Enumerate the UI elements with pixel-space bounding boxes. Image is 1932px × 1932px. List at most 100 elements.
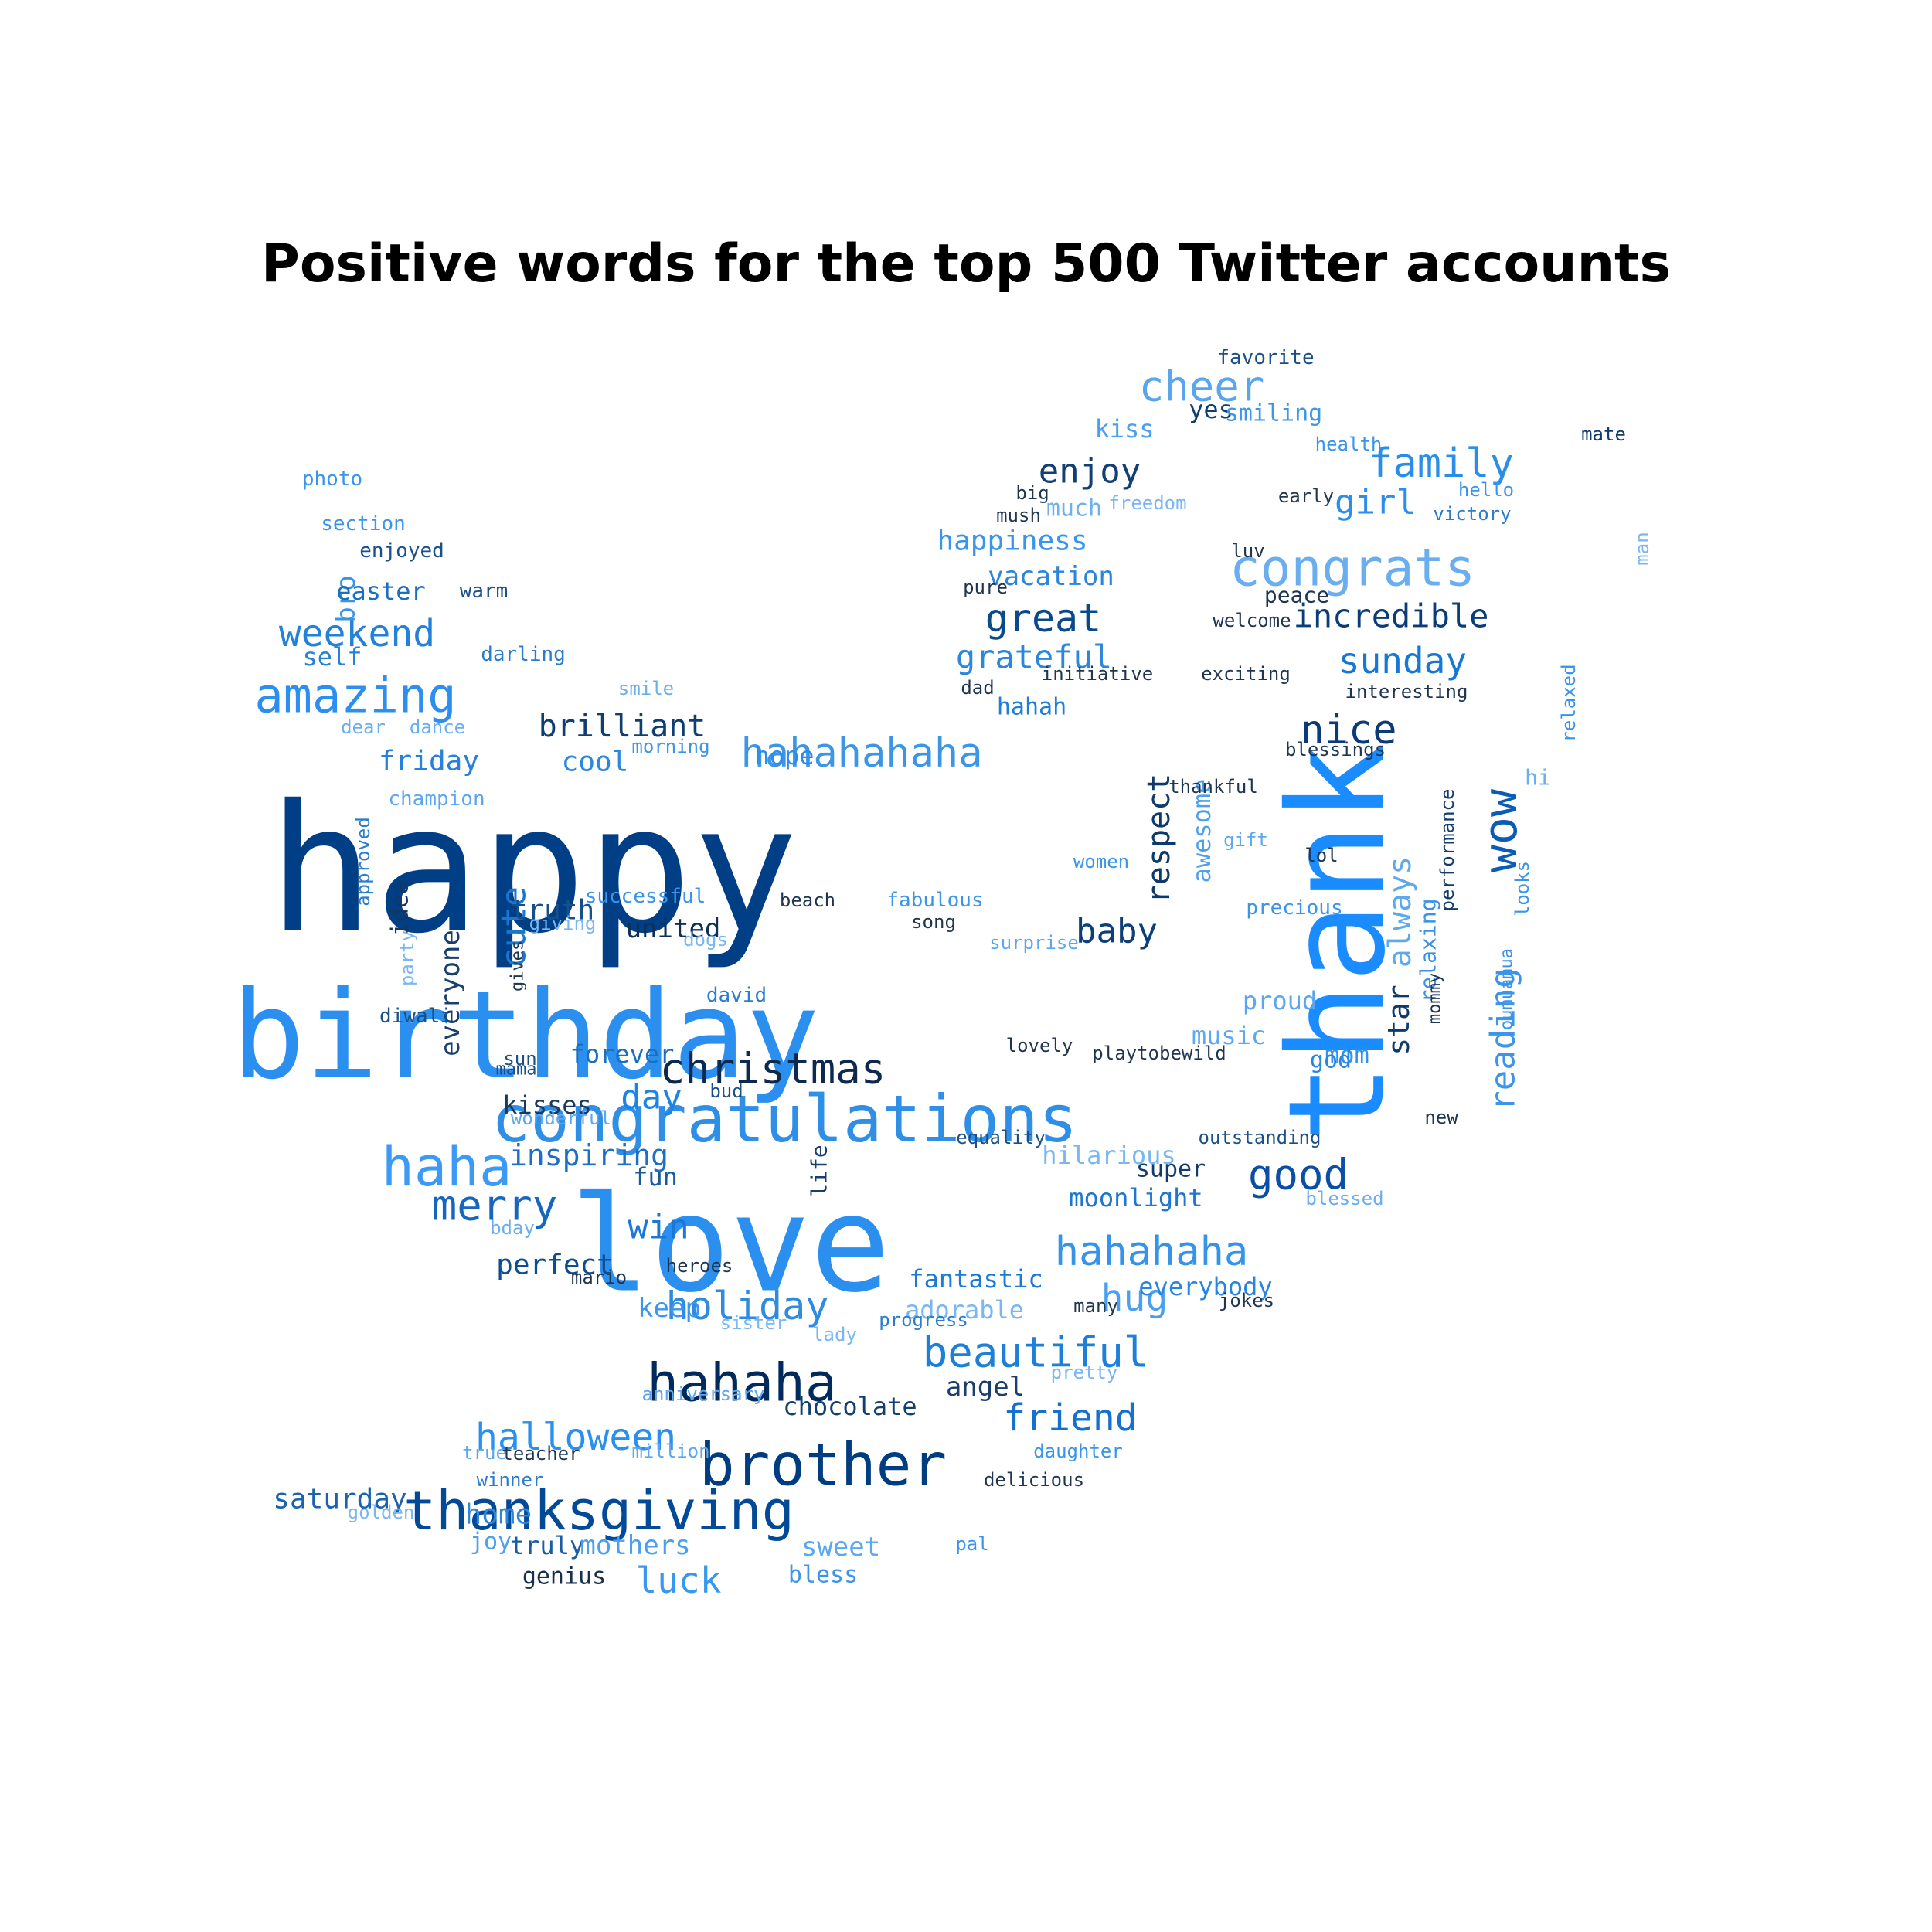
word-united: united	[626, 913, 721, 944]
word-weekend: weekend	[279, 612, 435, 655]
word-mario: mario	[571, 1267, 627, 1288]
word-mate: mate	[1581, 423, 1626, 445]
word-yes: yes	[1189, 395, 1233, 424]
word-friend: friend	[1003, 1396, 1137, 1440]
word-pal: pal	[955, 1533, 988, 1555]
word-sweet: sweet	[801, 1532, 880, 1563]
word-reading: reading	[1484, 968, 1523, 1111]
word-surprise: surprise	[989, 932, 1079, 954]
word-lady: lady	[812, 1324, 857, 1345]
word-bday: bday	[490, 1217, 535, 1239]
word-hahah: hahah	[997, 694, 1066, 721]
word-women: women	[1073, 851, 1129, 872]
word-everyone: everyone	[435, 930, 466, 1056]
word-welcome: welcome	[1213, 610, 1291, 631]
word-exciting: exciting	[1201, 663, 1291, 685]
word-david: david	[706, 984, 767, 1007]
word-smile: smile	[618, 678, 674, 699]
word-hope: hope	[754, 741, 814, 770]
word-dear: dear	[341, 716, 386, 738]
word-idea: idea	[387, 880, 414, 936]
word-girl: girl	[1335, 483, 1417, 522]
word-sun: sun	[503, 1048, 536, 1070]
word-mama: mama	[496, 1060, 537, 1080]
word-party: party	[396, 930, 418, 986]
word-inspiring: inspiring	[509, 1138, 668, 1172]
word-proud: proud	[1243, 986, 1317, 1015]
word-mothers: mothers	[580, 1530, 690, 1561]
word-new: new	[1424, 1107, 1458, 1128]
word-peace: peace	[1264, 583, 1329, 608]
word-dad: dad	[961, 677, 994, 699]
word-sunday: sunday	[1338, 640, 1467, 682]
word-health: health	[1315, 434, 1383, 455]
word-photo: photo	[302, 468, 362, 491]
word-fun: fun	[633, 1162, 678, 1192]
word-easter: easter	[336, 577, 426, 606]
word-christmas: christmas	[660, 1045, 886, 1094]
word-everybody: everybody	[1138, 1272, 1272, 1301]
word-million: million	[631, 1440, 709, 1462]
word-man: man	[1631, 532, 1653, 565]
word-sister: sister	[720, 1312, 787, 1334]
word-grateful: grateful	[956, 638, 1112, 676]
word-keep: keep	[638, 1293, 701, 1324]
word-pure: pure	[963, 577, 1008, 598]
word-great: great	[985, 596, 1102, 641]
word-much: much	[1046, 495, 1102, 522]
word-friday: friday	[379, 746, 479, 777]
word-respect: respect	[1141, 774, 1177, 904]
word-section: section	[321, 512, 406, 536]
word-warm: warm	[460, 580, 509, 603]
word-blessed: blessed	[1305, 1188, 1383, 1209]
word-true: true	[462, 1442, 507, 1464]
word-cute: cute	[495, 886, 534, 968]
word-kisses: kisses	[502, 1090, 592, 1120]
word-bless: bless	[788, 1562, 858, 1589]
word-hahaha: hahaha	[647, 1353, 837, 1414]
word-daughter: daughter	[1033, 1440, 1123, 1462]
word-fabulous: fabulous	[886, 889, 983, 912]
word-heroes: heroes	[666, 1255, 733, 1277]
chart-title: Positive words for the top 500 Twitter a…	[261, 233, 1671, 294]
word-self: self	[302, 642, 362, 672]
word-congratulations: congratulations	[492, 1081, 1078, 1157]
word-dance: dance	[410, 716, 465, 738]
word-hug: hug	[1101, 1277, 1168, 1320]
word-incredible: incredible	[1294, 597, 1489, 635]
word-wonderful: wonderful	[511, 1107, 611, 1129]
word-anniversary: anniversary	[642, 1383, 765, 1405]
word-congrats: congrats	[1230, 539, 1475, 598]
word-hilarious: hilarious	[1042, 1141, 1175, 1170]
word-forever: forever	[570, 1039, 675, 1069]
word-angel: angel	[946, 1372, 1025, 1403]
word-thankful: thankful	[1168, 776, 1258, 798]
word-favorite: favorite	[1217, 346, 1314, 369]
word-freedom: freedom	[1108, 492, 1186, 514]
word-relaxing: relaxing	[1416, 899, 1441, 1003]
word-interesting: interesting	[1345, 681, 1468, 702]
word-beach: beach	[780, 889, 835, 911]
word-teacher: teacher	[502, 1443, 580, 1464]
word-star: star	[1382, 985, 1416, 1056]
word-happiness: happiness	[937, 526, 1087, 557]
word-mom: mom	[1325, 1040, 1369, 1070]
word-win: win	[628, 1208, 689, 1247]
word-saturday: saturday	[273, 1484, 406, 1515]
word-blessings: blessings	[1285, 739, 1386, 760]
word-mush: mush	[996, 505, 1041, 526]
word-darling: darling	[481, 643, 566, 666]
word-precious: precious	[1246, 896, 1342, 920]
word-thanksgiving: thanksgiving	[403, 1479, 794, 1543]
word-haha: haha	[382, 1135, 512, 1199]
word-lol: lol	[1304, 845, 1338, 866]
word-relaxed: relaxed	[1558, 664, 1580, 742]
word-day: day	[621, 1078, 682, 1117]
word-champion: champion	[388, 787, 485, 811]
word-luv: luv	[1231, 540, 1264, 562]
word-gift: gift	[1223, 829, 1268, 851]
word-life: life	[807, 1145, 832, 1196]
word-successful: successful	[585, 885, 706, 908]
word-diwali: diwali	[379, 1005, 452, 1028]
